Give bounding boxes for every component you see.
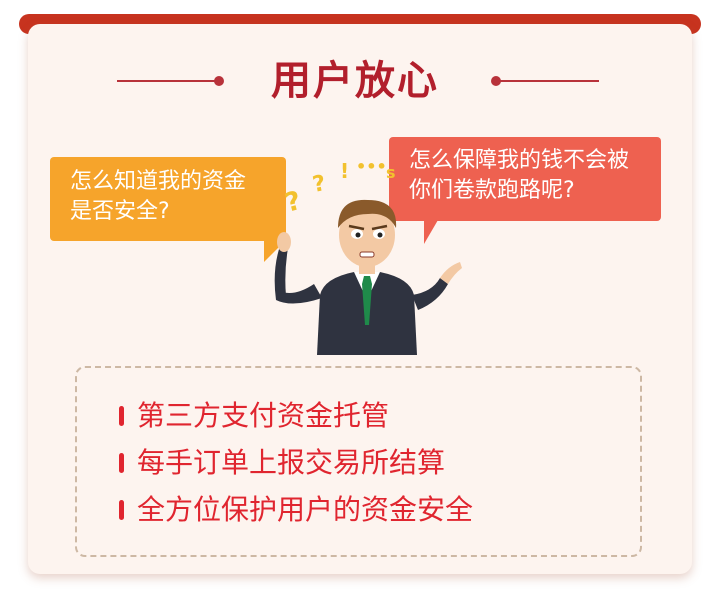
confusion-marks-icon: ? ? ! ••• s <box>282 157 395 219</box>
feature-bullet-icon <box>119 406 124 426</box>
question-bubble-right-tail <box>424 220 438 244</box>
confused-businessman-illustration: ? ? ! ••• s <box>274 157 462 355</box>
feature-text: 第三方支付资金托管 <box>137 399 390 432</box>
question-right-line1: 怎么保障我的钱不会被 <box>409 148 630 173</box>
svg-text:•••: ••• <box>356 157 387 176</box>
question-bubble-right: 怎么保障我的钱不会被 你们卷款跑路呢? <box>389 137 661 221</box>
title-divider-right <box>493 80 599 82</box>
question-right-line2: 你们卷款跑路呢? <box>409 178 575 203</box>
feature-list-box: 第三方支付资金托管 每手订单上报交易所结算 全方位保护用户的资金安全 <box>75 366 642 557</box>
svg-text:s: s <box>386 163 396 182</box>
page-title: 用户放心 <box>271 58 439 104</box>
feature-text: 全方位保护用户的资金安全 <box>137 493 474 526</box>
svg-text:!: ! <box>340 159 349 183</box>
question-bubble-left: 怎么知道我的资金 是否安全? <box>50 157 286 241</box>
feature-bullet-icon <box>119 500 124 520</box>
section-header: 用户放心 <box>0 56 720 106</box>
question-left-line1: 怎么知道我的资金 <box>70 169 247 194</box>
feature-bullet-icon <box>119 453 124 473</box>
title-divider-left <box>117 80 221 82</box>
svg-text:?: ? <box>282 186 304 219</box>
title-dot-left <box>214 76 224 86</box>
feature-text: 每手订单上报交易所结算 <box>137 446 446 479</box>
question-left-line2: 是否安全? <box>70 199 170 224</box>
svg-text:?: ? <box>311 171 328 198</box>
